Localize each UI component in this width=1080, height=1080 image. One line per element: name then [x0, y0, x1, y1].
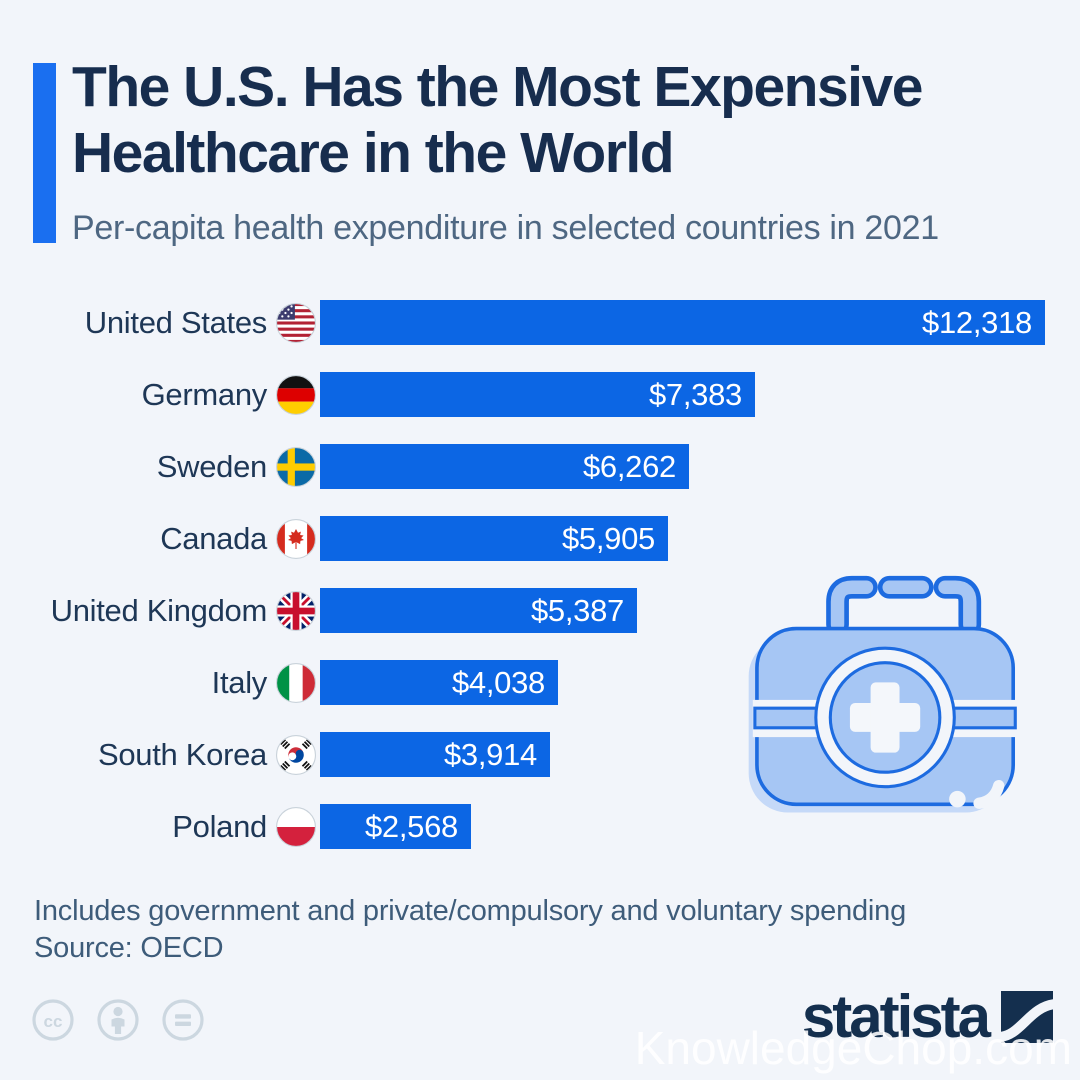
license-icons: cc: [31, 998, 205, 1042]
row-label-cell: Sweden: [0, 446, 316, 487]
bar-value: $6,262: [582, 448, 676, 484]
bar-value: $3,914: [443, 736, 537, 772]
bar-value: $12,318: [922, 304, 1032, 340]
row-label-cell: Canada: [0, 518, 316, 559]
statista-logo-mark-icon: [1001, 991, 1053, 1043]
chart-row: Sweden $6,262: [0, 444, 1080, 489]
watermark: KnowledgeChop.com: [634, 1022, 1072, 1074]
country-flag-icon: [276, 302, 316, 343]
footnote: Includes government and private/compulso…: [34, 895, 907, 927]
bar: $2,568: [320, 804, 471, 849]
statista-wordmark: statista: [801, 983, 991, 1050]
chart-row: Germany $7,383: [0, 372, 1080, 417]
page-subtitle: Per-capita health expenditure in selecte…: [72, 209, 939, 247]
bar-value: $5,905: [561, 520, 655, 556]
country-label: Italy: [211, 664, 268, 700]
bar: $12,318: [320, 300, 1045, 345]
chart-row: Italy $4,038: [0, 660, 1080, 705]
statista-logo: statista: [801, 983, 1053, 1050]
first-aid-kit-illustration: [728, 548, 1038, 858]
country-label: Poland: [172, 808, 267, 844]
country-flag-icon: [276, 806, 316, 847]
bar-value: $2,568: [364, 808, 458, 844]
country-flag-icon: [276, 662, 316, 703]
attribution-icon: [97, 999, 139, 1041]
bar: $4,038: [320, 660, 558, 705]
bar: $3,914: [320, 732, 550, 777]
country-flag-icon: [276, 374, 316, 415]
row-label-cell: Germany: [0, 374, 316, 415]
chart-row: Poland $2,568: [0, 804, 1080, 849]
country-label: South Korea: [97, 736, 267, 772]
bar: $7,383: [320, 372, 755, 417]
row-label-cell: United States: [0, 302, 316, 343]
country-flag-icon: [276, 734, 316, 775]
page-title: The U.S. Has the Most Expensive Healthca…: [72, 54, 1072, 186]
bar-value: $4,038: [451, 664, 545, 700]
equals-icon: [162, 999, 204, 1041]
country-label: Canada: [160, 520, 267, 556]
chart-row: United Kingdom $5,387: [0, 588, 1080, 633]
country-label: United Kingdom: [50, 592, 268, 628]
row-label-cell: Italy: [0, 662, 316, 703]
row-label-cell: United Kingdom: [0, 590, 316, 631]
country-label: Sweden: [156, 448, 268, 484]
row-label-cell: South Korea: [0, 734, 316, 775]
page-title-line1: The U.S. Has the Most Expensive: [72, 55, 923, 119]
source-text: Source: OECD: [34, 932, 224, 964]
bar: $6,262: [320, 444, 689, 489]
bar: $5,905: [320, 516, 668, 561]
chart-row: United States $12,318: [0, 300, 1080, 345]
bar-value: $7,383: [648, 376, 742, 412]
title-accent-bar: [33, 63, 56, 243]
chart-row: South Korea $3,914: [0, 732, 1080, 777]
country-flag-icon: [276, 446, 316, 487]
country-flag-icon: [276, 590, 316, 631]
cc-icon: cc: [32, 999, 74, 1041]
country-flag-icon: [276, 518, 316, 559]
bar-chart: United States $12,318 Germany $7,383 Swe…: [0, 300, 1080, 876]
bar-value: $5,387: [530, 592, 624, 628]
footnote-block: Includes government and private/compulso…: [34, 893, 906, 967]
chart-row: Canada $5,905: [0, 516, 1080, 561]
svg-text:cc: cc: [44, 1012, 63, 1031]
page-title-line2: Healthcare in the World: [72, 121, 675, 185]
country-label: Germany: [141, 376, 268, 412]
country-label: United States: [84, 304, 268, 340]
bar: $5,387: [320, 588, 637, 633]
row-label-cell: Poland: [0, 806, 316, 847]
